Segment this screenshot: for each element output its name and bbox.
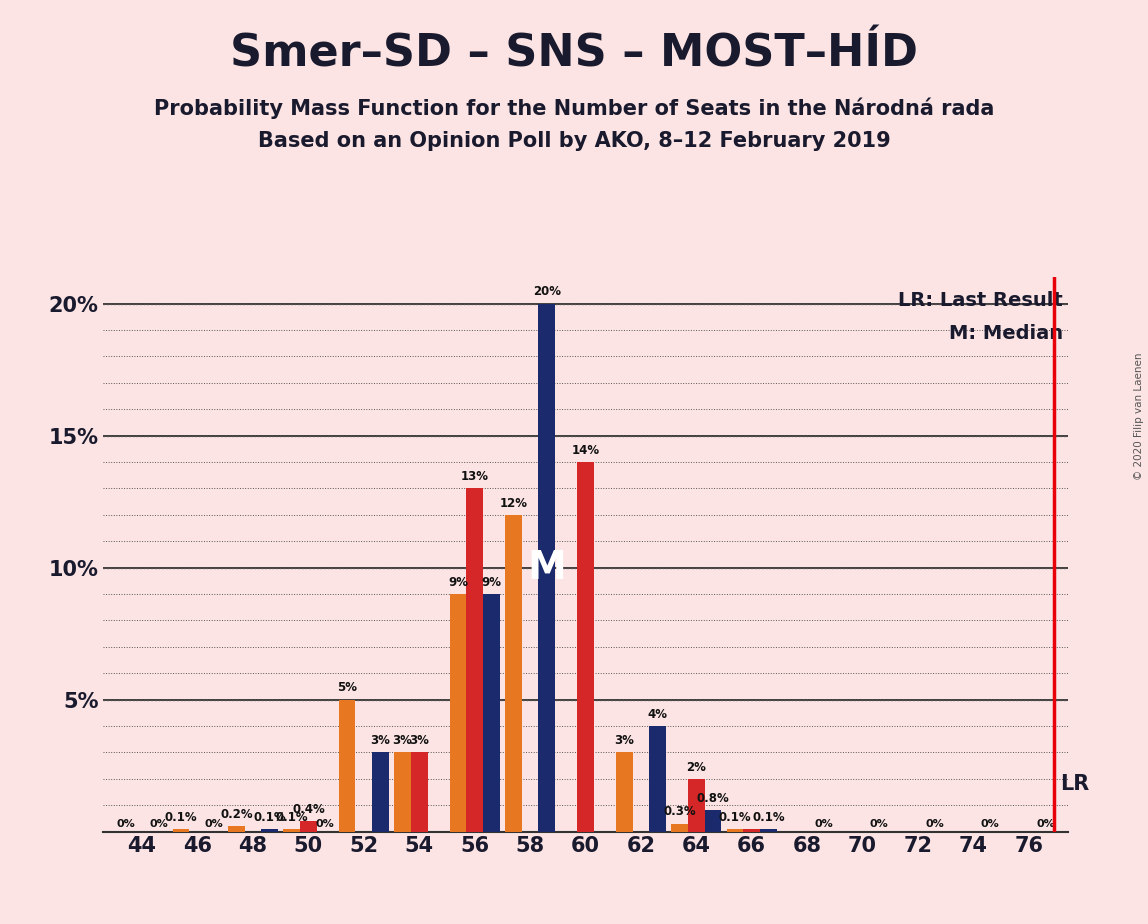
Text: 0%: 0% <box>116 820 134 830</box>
Text: Based on an Opinion Poll by AKO, 8–12 February 2019: Based on an Opinion Poll by AKO, 8–12 Fe… <box>257 131 891 152</box>
Bar <box>394 752 411 832</box>
Text: 0%: 0% <box>925 820 944 830</box>
Bar <box>262 829 278 832</box>
Text: 0.1%: 0.1% <box>164 810 197 823</box>
Text: 0.8%: 0.8% <box>697 792 729 805</box>
Text: M: Median: M: Median <box>948 324 1063 344</box>
Text: 0.1%: 0.1% <box>752 810 785 823</box>
Bar <box>688 779 705 832</box>
Bar <box>284 829 300 832</box>
Text: © 2020 Filip van Laenen: © 2020 Filip van Laenen <box>1134 352 1143 480</box>
Bar <box>339 699 356 832</box>
Text: 0.1%: 0.1% <box>719 810 752 823</box>
Bar <box>450 594 466 832</box>
Bar <box>300 821 317 832</box>
Text: 3%: 3% <box>393 735 412 748</box>
Bar <box>744 829 760 832</box>
Text: LR: Last Result: LR: Last Result <box>898 291 1063 310</box>
Bar <box>705 810 721 832</box>
Text: 4%: 4% <box>647 708 667 721</box>
Bar <box>505 515 521 832</box>
Text: 9%: 9% <box>481 576 502 589</box>
Bar <box>672 823 688 832</box>
Text: 0.4%: 0.4% <box>292 803 325 816</box>
Text: 0%: 0% <box>814 820 833 830</box>
Bar <box>411 752 427 832</box>
Text: 0%: 0% <box>149 820 168 830</box>
Text: LR: LR <box>1061 774 1089 794</box>
Text: 14%: 14% <box>572 444 599 456</box>
Bar <box>760 829 777 832</box>
Bar <box>616 752 633 832</box>
Text: 9%: 9% <box>448 576 468 589</box>
Text: M: M <box>527 549 566 587</box>
Text: 13%: 13% <box>460 470 489 483</box>
Text: 5%: 5% <box>338 681 357 694</box>
Text: Probability Mass Function for the Number of Seats in the Národná rada: Probability Mass Function for the Number… <box>154 97 994 118</box>
Bar <box>466 489 483 832</box>
Text: 0.2%: 0.2% <box>220 808 253 821</box>
Text: 12%: 12% <box>499 496 527 509</box>
Text: 0%: 0% <box>980 820 1000 830</box>
Text: 0%: 0% <box>1037 820 1055 830</box>
Text: 0%: 0% <box>316 820 334 830</box>
Text: 2%: 2% <box>687 760 706 773</box>
Text: 3%: 3% <box>371 735 390 748</box>
Text: 0%: 0% <box>204 820 224 830</box>
Bar <box>228 826 245 832</box>
Bar <box>483 594 499 832</box>
Text: 0.1%: 0.1% <box>276 810 308 823</box>
Bar <box>577 462 594 832</box>
Text: Smer–SD – SNS – MOST–HÍD: Smer–SD – SNS – MOST–HÍD <box>230 32 918 76</box>
Text: 0.1%: 0.1% <box>254 810 286 823</box>
Bar <box>538 304 554 832</box>
Bar <box>372 752 389 832</box>
Text: 0.3%: 0.3% <box>664 806 696 819</box>
Text: 0%: 0% <box>870 820 889 830</box>
Text: 3%: 3% <box>410 735 429 748</box>
Text: 3%: 3% <box>614 735 634 748</box>
Bar <box>172 829 189 832</box>
Bar <box>650 726 666 832</box>
Bar <box>727 829 744 832</box>
Text: 20%: 20% <box>533 286 560 298</box>
